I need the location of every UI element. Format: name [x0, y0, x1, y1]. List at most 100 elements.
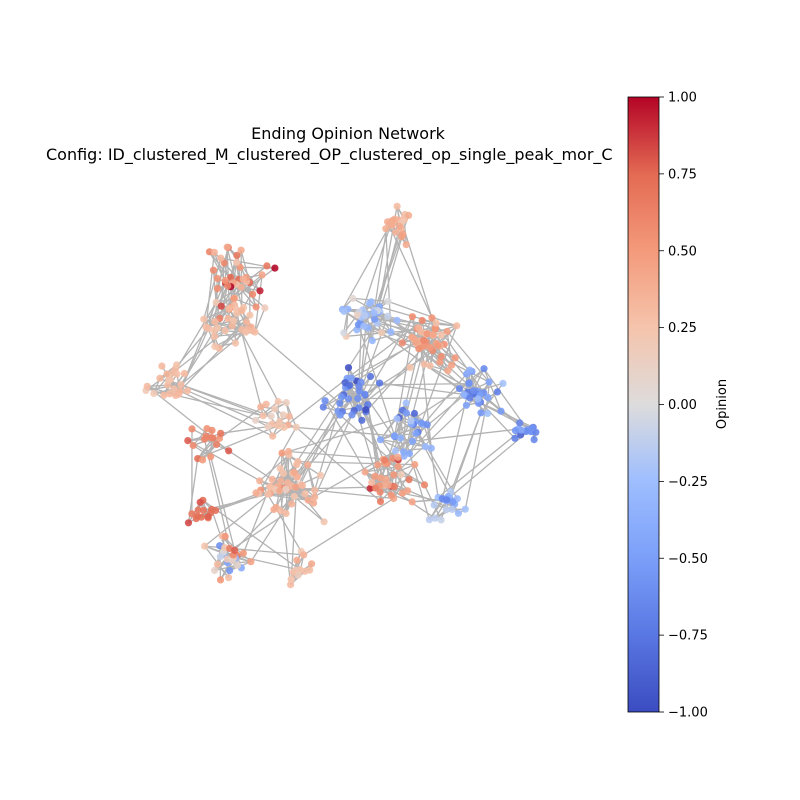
network-node: [347, 374, 355, 382]
network-edge: [210, 509, 226, 548]
network-edge: [341, 376, 372, 413]
network-edge: [168, 379, 272, 417]
network-edge: [314, 414, 353, 498]
network-node: [420, 336, 428, 344]
network-node: [263, 262, 271, 270]
network-node: [376, 497, 385, 506]
network-edge: [358, 317, 363, 387]
network-node: [368, 479, 376, 487]
network-node: [423, 421, 431, 429]
network-node: [461, 505, 469, 513]
network-edge: [464, 397, 489, 510]
network-node: [221, 327, 229, 335]
network-node: [282, 399, 290, 407]
network-node: [426, 343, 434, 352]
network-edge: [220, 425, 269, 434]
network-node: [484, 409, 492, 417]
network-node: [256, 477, 264, 485]
network-edge: [405, 412, 456, 505]
network-node: [208, 426, 216, 434]
network-node: [223, 243, 231, 251]
network-node: [225, 574, 233, 582]
network-edge: [364, 394, 405, 453]
network-node: [429, 331, 437, 339]
network-node: [443, 496, 451, 504]
network-node: [210, 326, 218, 334]
network-node: [340, 307, 348, 315]
network-node: [311, 486, 319, 494]
network-node: [261, 304, 269, 312]
network-edge: [417, 325, 458, 433]
network-node: [393, 415, 401, 423]
network-edge: [228, 450, 273, 480]
network-node: [276, 464, 284, 473]
network-node: [271, 264, 279, 272]
network-edge: [175, 394, 264, 417]
network-node: [392, 228, 400, 236]
network-node: [172, 391, 180, 399]
network-edge: [203, 307, 230, 320]
network-node: [279, 411, 287, 419]
network-node: [466, 394, 474, 402]
network-node: [227, 273, 235, 281]
network-node: [300, 551, 308, 559]
network-node: [246, 311, 254, 319]
network-node: [196, 498, 204, 506]
network-edge: [373, 228, 403, 314]
network-node: [284, 447, 293, 456]
network-node: [336, 399, 344, 407]
network-node: [173, 370, 181, 378]
network-edge: [480, 383, 504, 414]
network-node: [408, 313, 416, 321]
network-node: [166, 390, 174, 398]
network-node: [353, 311, 361, 319]
network-node: [360, 322, 368, 330]
network-node: [163, 370, 171, 378]
network-node: [230, 295, 238, 303]
network-node: [231, 546, 239, 554]
network-edge: [431, 317, 485, 394]
network-node: [262, 400, 270, 408]
network-node: [233, 258, 241, 266]
network-node: [485, 378, 493, 386]
network-node: [269, 432, 277, 440]
network-node: [188, 425, 196, 433]
network-node: [410, 409, 419, 418]
network-node: [390, 471, 398, 479]
network-node: [268, 475, 276, 483]
network-node: [426, 362, 434, 370]
network-node: [437, 516, 445, 524]
network-node: [238, 307, 246, 315]
network-node: [278, 449, 286, 457]
network-edge: [398, 417, 431, 520]
network-node: [338, 393, 346, 401]
network-node: [374, 461, 382, 469]
network-edge: [410, 322, 437, 421]
network-node: [408, 333, 416, 341]
network-node: [319, 403, 327, 411]
network-node: [242, 328, 250, 336]
network-node: [431, 514, 439, 522]
network-node: [228, 556, 236, 565]
network-node: [282, 509, 290, 518]
network-edge: [441, 391, 469, 499]
network-node: [387, 491, 395, 499]
network-node: [200, 435, 209, 443]
colorbar-tick-label: −0.50: [668, 552, 708, 567]
network-node: [406, 363, 414, 372]
network-edge: [254, 307, 266, 333]
network-node: [225, 304, 233, 312]
network-node: [415, 345, 423, 353]
network-node: [160, 391, 168, 399]
network-node: [239, 275, 247, 283]
colorbar: 1.00 0.75 0.50 0.25 0.00 −0.25 −0.50 −0.75 −1.00…: [627, 91, 730, 721]
network-edge: [303, 497, 395, 556]
network-node: [420, 342, 428, 350]
network-node: [474, 395, 482, 403]
network-node: [165, 376, 173, 385]
network-node: [344, 364, 353, 372]
network-node: [451, 354, 459, 362]
network-edge: [205, 252, 215, 327]
